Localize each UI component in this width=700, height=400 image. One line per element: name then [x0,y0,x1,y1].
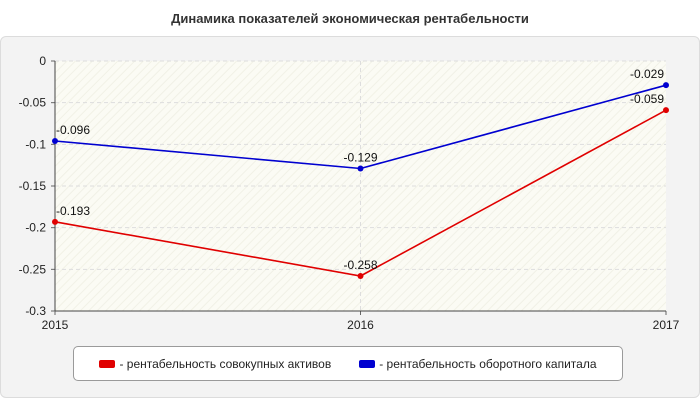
y-tick-label: -0.1 [25,137,46,151]
legend-swatch-assets [99,359,116,368]
y-tick-label: -0.3 [25,304,46,318]
data-label: -0.129 [343,151,377,165]
y-tick-label: 0 [39,54,46,68]
legend-item-assets[interactable]: - рентабельность совокупных активов [99,357,331,371]
data-point [52,138,58,144]
data-point [663,107,669,114]
y-tick-label: -0.2 [25,221,46,235]
data-label: -0.096 [56,123,90,137]
data-label: -0.059 [630,92,664,106]
legend-swatch-working-capital [359,359,376,368]
y-tick-label: -0.05 [19,96,47,110]
chart-title: Динамика показателей экономическая рента… [171,11,529,26]
legend-label-assets: - рентабельность совокупных активов [119,356,332,371]
x-tick-label: 2017 [653,318,680,332]
x-tick-label: 2015 [42,318,69,332]
data-label: -0.258 [343,258,377,272]
data-point [663,82,669,89]
data-point [52,218,58,225]
legend-item-working-capital[interactable]: - рентабельность оборотного капитала [359,356,597,371]
data-point [357,165,364,172]
x-tick-label: 2016 [347,318,374,332]
y-tick-label: -0.25 [19,262,47,276]
chart-legend: - рентабельность совокупных активов - ре… [73,346,623,381]
legend-label-working-capital: - рентабельность оборотного капитала [379,356,597,371]
y-tick-label: -0.15 [19,179,47,193]
data-label: -0.029 [630,67,664,81]
data-point [357,273,364,279]
data-label: -0.193 [56,204,90,218]
